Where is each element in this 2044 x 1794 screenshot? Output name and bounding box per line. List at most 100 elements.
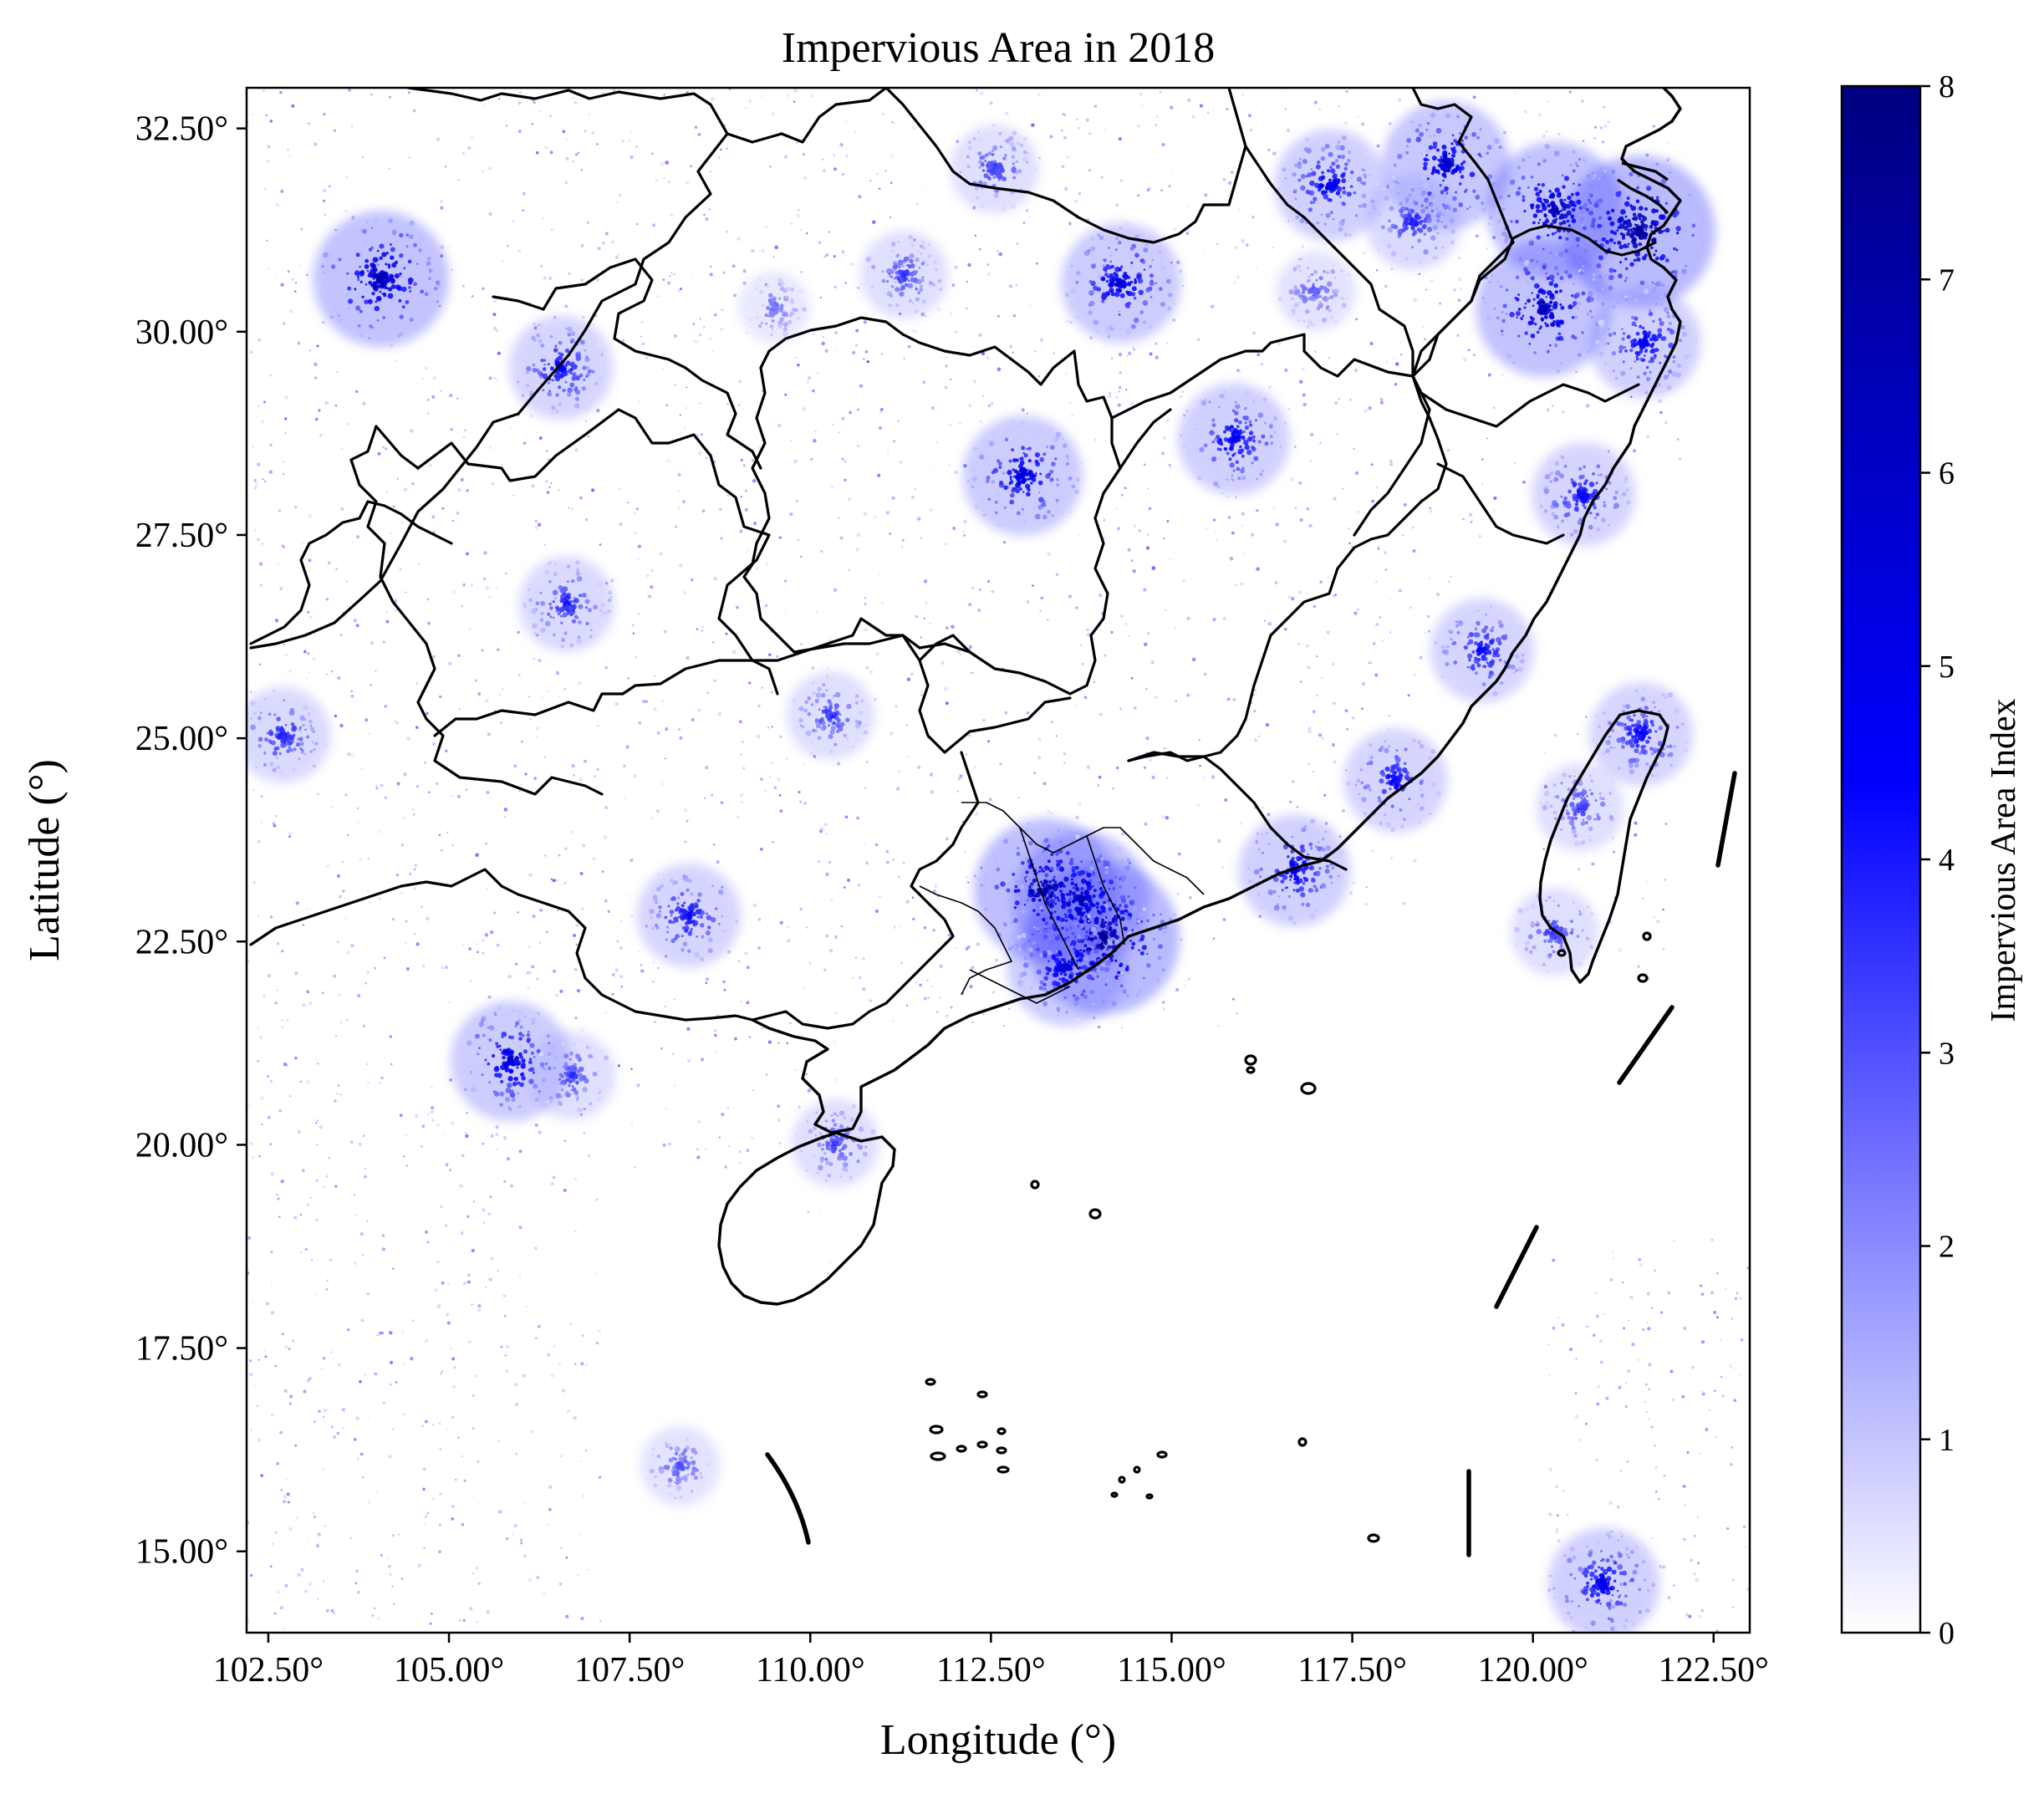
impervious-pixel <box>1104 842 1107 844</box>
impervious-pixel <box>1299 380 1303 385</box>
impervious-pixel <box>997 368 1002 372</box>
urban-hotspot-pixel <box>1122 284 1126 288</box>
impervious-pixel <box>471 136 473 139</box>
impervious-pixel <box>1667 1292 1670 1295</box>
impervious-pixel <box>1272 151 1276 155</box>
impervious-pixel <box>468 947 471 951</box>
impervious-pixel <box>1316 830 1318 833</box>
impervious-pixel <box>1166 777 1168 778</box>
impervious-pixel <box>605 582 609 585</box>
impervious-pixel <box>663 368 665 370</box>
urban-hotspot-pixel <box>575 396 579 400</box>
impervious-pixel <box>390 1063 392 1065</box>
impervious-pixel <box>1170 262 1172 263</box>
impervious-pixel <box>330 1609 334 1613</box>
impervious-pixel <box>563 1189 567 1192</box>
impervious-pixel <box>1307 666 1310 669</box>
impervious-pixel <box>485 1287 487 1288</box>
impervious-pixel <box>1625 195 1627 196</box>
impervious-pixel <box>1063 752 1066 755</box>
urban-hotspot-pixel <box>1542 183 1546 187</box>
impervious-pixel <box>670 935 673 939</box>
impervious-pixel <box>1104 519 1105 521</box>
impervious-pixel <box>677 896 680 899</box>
impervious-pixel <box>1319 441 1322 444</box>
impervious-pixel <box>995 443 997 445</box>
urban-hotspot-pixel <box>1536 260 1539 263</box>
impervious-pixel <box>1729 1364 1732 1368</box>
impervious-pixel <box>370 641 374 645</box>
impervious-pixel <box>1334 401 1338 405</box>
impervious-pixel <box>1220 456 1221 458</box>
impervious-pixel <box>986 357 989 359</box>
impervious-pixel <box>300 227 303 231</box>
impervious-pixel <box>553 1066 556 1069</box>
urban-hotspot-pixel <box>1149 273 1154 278</box>
impervious-pixel <box>745 107 747 109</box>
impervious-pixel <box>879 896 881 898</box>
impervious-pixel <box>1388 715 1390 717</box>
urban-hotspot-pixel <box>1645 229 1648 232</box>
impervious-pixel <box>314 376 317 379</box>
urban-hotspot-pixel <box>1292 189 1297 193</box>
impervious-pixel <box>1127 859 1130 862</box>
impervious-pixel <box>533 101 536 104</box>
impervious-pixel <box>1355 318 1358 320</box>
impervious-pixel <box>648 595 651 599</box>
impervious-pixel <box>640 969 644 972</box>
impervious-pixel <box>323 1416 324 1418</box>
impervious-pixel <box>987 263 990 266</box>
impervious-pixel <box>1627 1369 1630 1373</box>
impervious-pixel <box>919 984 921 986</box>
impervious-pixel <box>547 491 550 494</box>
impervious-pixel <box>1254 694 1256 696</box>
impervious-pixel <box>720 149 721 150</box>
impervious-pixel <box>1365 903 1368 905</box>
urban-hotspot-pixel <box>1531 317 1535 321</box>
urban-hotspot-pixel <box>323 252 329 257</box>
impervious-pixel <box>1370 342 1374 345</box>
impervious-pixel <box>1164 931 1165 933</box>
impervious-pixel <box>303 650 307 654</box>
impervious-pixel <box>466 489 468 492</box>
impervious-pixel <box>936 1011 939 1013</box>
impervious-pixel <box>1171 169 1173 171</box>
impervious-pixel <box>428 277 431 280</box>
impervious-pixel <box>1155 125 1157 126</box>
impervious-pixel <box>1104 655 1106 657</box>
impervious-pixel <box>280 1606 283 1609</box>
impervious-pixel <box>696 628 699 630</box>
impervious-pixel <box>1027 412 1029 415</box>
impervious-pixel <box>1081 462 1083 464</box>
impervious-pixel <box>880 408 884 411</box>
impervious-pixel <box>1600 126 1603 129</box>
impervious-pixel <box>1573 283 1574 285</box>
impervious-pixel <box>283 699 285 701</box>
urban-hotspot-pixel <box>1596 263 1601 268</box>
impervious-pixel <box>1207 112 1210 115</box>
impervious-pixel <box>1069 511 1072 513</box>
impervious-pixel <box>1587 313 1590 316</box>
impervious-pixel <box>1561 1323 1564 1327</box>
impervious-pixel <box>1725 1288 1727 1290</box>
urban-hotspot-pixel <box>1558 236 1562 239</box>
impervious-pixel <box>270 1144 272 1145</box>
impervious-pixel <box>1323 637 1325 639</box>
urban-hotspot-pixel <box>1442 150 1447 155</box>
impervious-pixel <box>654 707 657 711</box>
impervious-pixel <box>507 245 509 247</box>
impervious-pixel <box>1029 305 1032 308</box>
impervious-pixel <box>278 1216 281 1218</box>
impervious-pixel <box>280 1180 283 1183</box>
impervious-pixel <box>1575 1414 1579 1419</box>
impervious-pixel <box>913 238 916 242</box>
urban-hotspot-pixel <box>1550 192 1555 197</box>
impervious-pixel <box>849 411 852 415</box>
impervious-pixel <box>1599 1339 1603 1343</box>
impervious-pixel <box>335 405 338 407</box>
impervious-pixel <box>1602 140 1604 143</box>
impervious-pixel <box>275 815 278 818</box>
urban-hotspot-pixel <box>373 218 378 223</box>
impervious-pixel <box>1011 922 1013 925</box>
impervious-pixel <box>1697 1516 1699 1518</box>
